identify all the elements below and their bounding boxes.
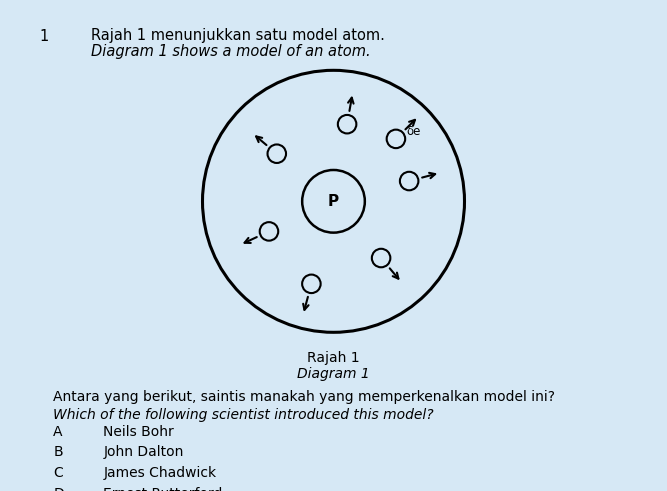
Text: Rajah 1 menunjukkan satu model atom.: Rajah 1 menunjukkan satu model atom. [91, 28, 385, 43]
Text: John Dalton: John Dalton [103, 445, 184, 460]
Text: C: C [53, 466, 63, 480]
Text: A: A [53, 425, 63, 439]
Text: James Chadwick: James Chadwick [103, 466, 217, 480]
Text: Diagram 1 shows a model of an atom.: Diagram 1 shows a model of an atom. [91, 44, 370, 58]
Text: Diagram 1: Diagram 1 [297, 367, 370, 381]
Text: 1: 1 [39, 29, 49, 44]
Text: Antara yang berikut, saintis manakah yang memperkenalkan model ini?: Antara yang berikut, saintis manakah yan… [53, 390, 556, 405]
Text: B: B [53, 445, 63, 460]
Text: P: P [328, 194, 339, 209]
Text: D: D [53, 487, 64, 491]
Text: Which of the following scientist introduced this model?: Which of the following scientist introdu… [53, 408, 434, 422]
Text: δe: δe [406, 125, 420, 138]
Text: Neils Bohr: Neils Bohr [103, 425, 174, 439]
Text: Rajah 1: Rajah 1 [307, 351, 360, 365]
Text: Ernest Rutterford: Ernest Rutterford [103, 487, 223, 491]
